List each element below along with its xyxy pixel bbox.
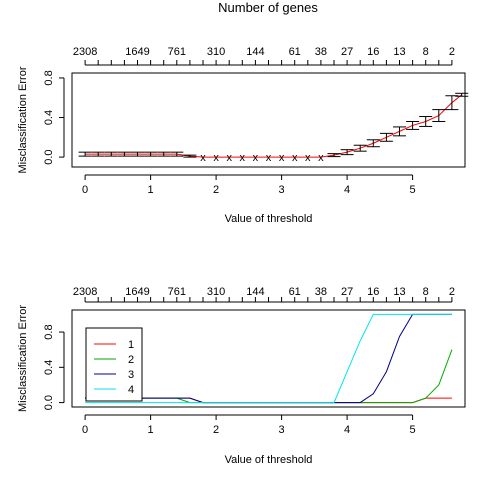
x-axis-label: Value of threshold <box>225 213 313 225</box>
data-point-marker: x <box>279 152 285 164</box>
x-tick-label: 4 <box>344 424 350 436</box>
top-axis-label: 2 <box>449 286 455 298</box>
x-tick-label: 3 <box>279 424 285 436</box>
y-tick-label: 0.4 <box>43 360 55 375</box>
top-axis-label: 61 <box>289 286 301 298</box>
x-tick-label: 5 <box>410 424 416 436</box>
top-axis-label: 144 <box>246 46 264 58</box>
plot-frame <box>71 309 466 408</box>
x-tick-label: 5 <box>410 184 416 196</box>
top-axis-label: 8 <box>423 286 429 298</box>
x-tick-label: 2 <box>213 184 219 196</box>
error-line <box>85 94 463 158</box>
top-panel: 0 1 2 3 4 5 0.0 0.4 0.8 Value of threshold Misclas… <box>17 46 469 225</box>
x-tick-label: 2 <box>213 424 219 436</box>
top-axis-label: 27 <box>341 286 353 298</box>
top-axis-label: 38 <box>315 286 327 298</box>
top-axis-label: 144 <box>246 286 264 298</box>
top-axis-label: 13 <box>393 46 405 58</box>
top-axis-label: 761 <box>168 46 186 58</box>
data-point-marker: x <box>266 152 272 164</box>
legend-label-1: 1 <box>128 339 134 351</box>
top-axis-label: 13 <box>393 286 405 298</box>
legend-label-4: 4 <box>128 384 134 396</box>
top-axis-label: 38 <box>315 46 327 58</box>
y-axis-label: Misclassification Error <box>17 66 29 173</box>
y-tick-label: 0.8 <box>43 324 55 339</box>
y-tick-label: 0.4 <box>43 110 55 125</box>
top-axis-label: 16 <box>367 46 379 58</box>
figure-title: Number of genes <box>218 0 318 15</box>
legend-label-3: 3 <box>128 369 134 381</box>
series-line-4 <box>85 313 452 404</box>
bottom-panel: 0 1 2 3 4 5 0.0 0.4 0.8 Value of threshold Misclas… <box>17 286 466 466</box>
y-tick-label: 0.8 <box>43 70 55 85</box>
x-tick-label: 0 <box>82 424 88 436</box>
top-axis-label: 2308 <box>73 46 97 58</box>
top-axis-label: 761 <box>168 286 186 298</box>
x-tick-label: 1 <box>148 184 154 196</box>
y-tick-label: 0.0 <box>43 149 55 164</box>
top-axis-label: 310 <box>207 46 225 58</box>
y-axis-label: Misclassification Error <box>17 305 29 412</box>
legend-label-2: 2 <box>128 354 134 366</box>
x-tick-label: 4 <box>344 184 350 196</box>
top-axis-label: 27 <box>341 46 353 58</box>
top-axis-label: 1649 <box>125 46 149 58</box>
y-tick-label: 0.0 <box>43 395 55 410</box>
data-point-marker: x <box>226 152 232 164</box>
plot-frame <box>71 72 466 168</box>
data-point-marker: x <box>200 152 206 164</box>
x-axis-label: Value of threshold <box>225 454 313 466</box>
data-point-marker: x <box>292 152 298 164</box>
top-axis-label: 1649 <box>125 286 149 298</box>
data-point-marker: x <box>318 152 324 164</box>
top-axis-label: 8 <box>423 46 429 58</box>
data-point-marker: x <box>240 152 246 164</box>
top-axis-label: 61 <box>289 46 301 58</box>
top-axis-label: 2 <box>449 46 455 58</box>
data-point-marker: x <box>253 152 259 164</box>
x-tick-label: 0 <box>82 184 88 196</box>
top-axis-label: 16 <box>367 286 379 298</box>
top-axis-label: 310 <box>207 286 225 298</box>
top-axis-label: 2308 <box>73 286 97 298</box>
data-point-marker: x <box>213 152 219 164</box>
x-tick-label: 3 <box>279 184 285 196</box>
data-point-marker: x <box>305 152 311 164</box>
x-tick-label: 1 <box>148 424 154 436</box>
